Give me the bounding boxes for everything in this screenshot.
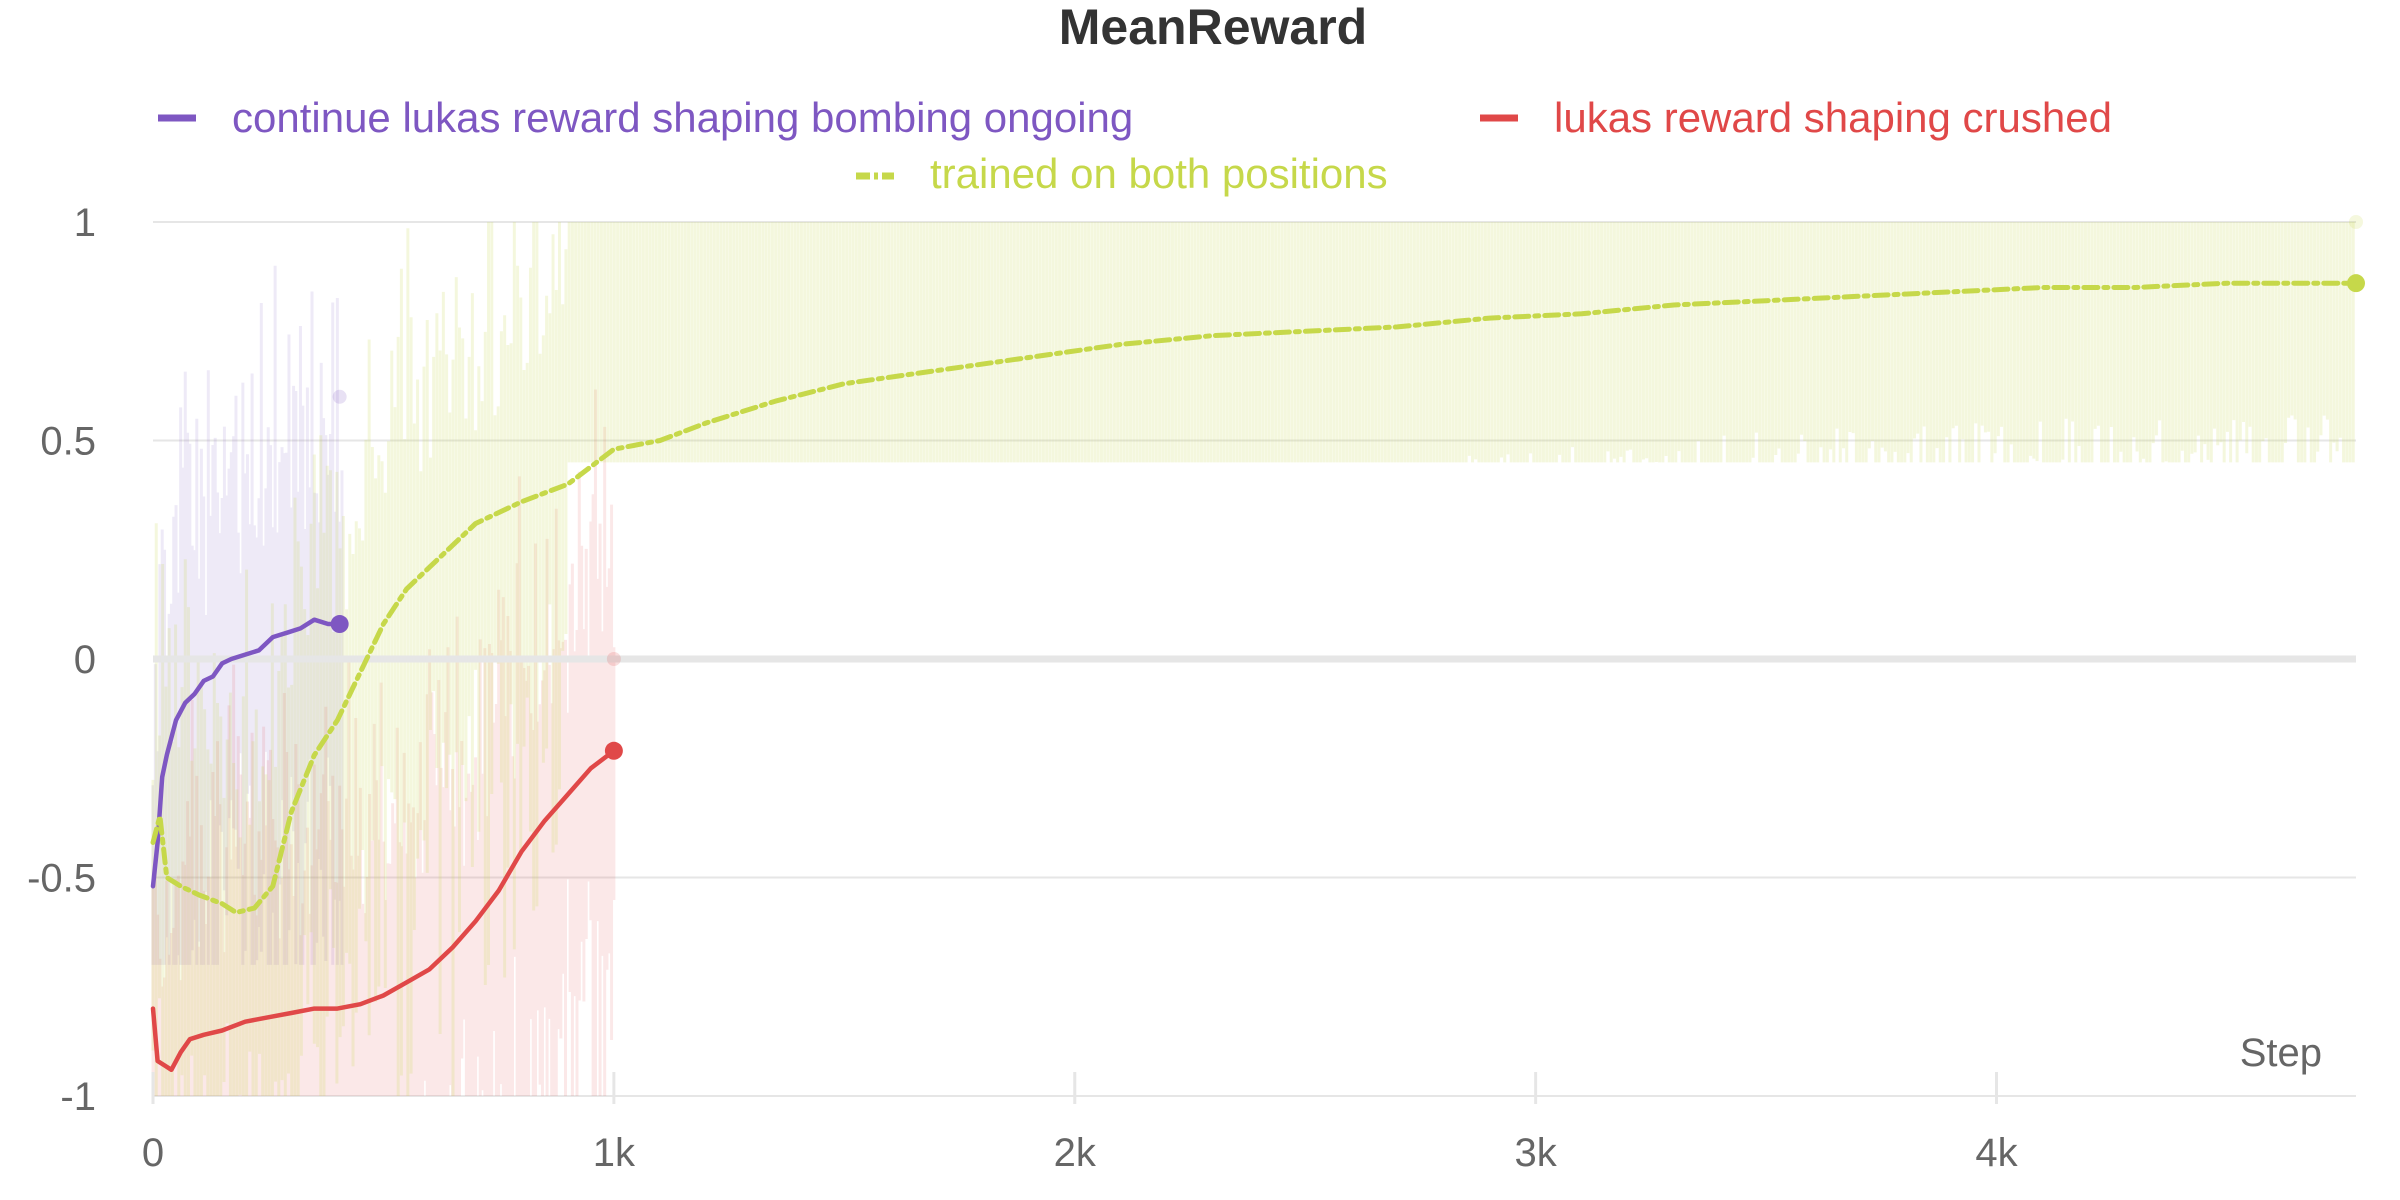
x-axis-title: Step <box>2240 1031 2322 1075</box>
raw-end-marker <box>2349 215 2363 229</box>
raw-band-1 <box>151 389 616 1096</box>
series-end-marker[interactable] <box>604 741 623 760</box>
series-end-marker[interactable] <box>330 615 349 634</box>
legend-item-trained-both[interactable]: trained on both positions <box>856 150 1388 197</box>
raw-data-bands <box>151 222 2355 1096</box>
y-tick-label: 0 <box>74 638 96 682</box>
y-tick-label: -0.5 <box>27 857 96 901</box>
legend-label: trained on both positions <box>930 150 1388 197</box>
legend-item-lukas-crushed[interactable]: lukas reward shaping crushed <box>1480 94 2112 141</box>
y-tick-label: 1 <box>74 201 96 245</box>
x-tick-label: 0 <box>142 1131 164 1175</box>
legend-item-continue-lukas[interactable]: continue lukas reward shaping bombing on… <box>158 94 1133 141</box>
x-tick-label: 1k <box>593 1131 636 1175</box>
x-tick-label: 3k <box>1515 1131 1558 1175</box>
series-end-marker[interactable] <box>2347 274 2365 293</box>
chart-title: MeanReward <box>1059 0 1367 55</box>
legend: continue lukas reward shaping bombing on… <box>158 94 2112 197</box>
series-line-0[interactable] <box>150 617 342 889</box>
raw-end-marker <box>606 652 621 666</box>
y-tick-label: 0.5 <box>40 420 96 464</box>
raw-band-2 <box>151 222 2355 1096</box>
series-lines <box>150 215 2365 1073</box>
legend-label: lukas reward shaping crushed <box>1554 94 2112 141</box>
gridlines <box>153 221 2356 1097</box>
axis-ticks: 1 0.5 0 -0.5 -1 0 1k 2k 3k 4k <box>27 201 2019 1175</box>
series-line-2[interactable] <box>150 280 2359 915</box>
x-tick-label: 2k <box>1054 1131 1097 1175</box>
series-line-1[interactable] <box>150 748 617 1073</box>
y-tick-label: -1 <box>60 1075 96 1119</box>
raw-end-marker <box>332 389 347 404</box>
legend-label: continue lukas reward shaping bombing on… <box>232 94 1133 141</box>
x-tick-label: 4k <box>1975 1131 2018 1175</box>
